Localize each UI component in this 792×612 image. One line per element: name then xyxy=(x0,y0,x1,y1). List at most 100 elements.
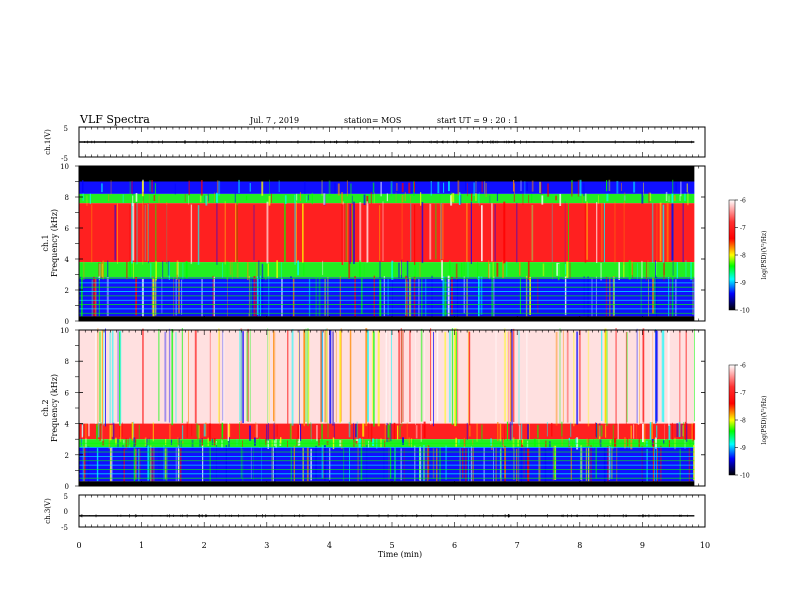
spectrogram-streak xyxy=(119,423,122,442)
spectrogram-streak xyxy=(478,192,480,206)
spectrogram-streak xyxy=(291,329,294,426)
spectrogram-streak xyxy=(609,277,611,317)
spectrogram-streak xyxy=(439,195,441,206)
spectrogram-streak xyxy=(373,331,375,427)
spectrogram-streak xyxy=(98,262,100,277)
spectrogram-streak xyxy=(94,279,96,318)
spectrogram-streak xyxy=(451,328,454,425)
spectrogram-streak xyxy=(97,422,100,438)
spectrogram-streak xyxy=(642,330,644,421)
spectrogram-streak xyxy=(581,194,583,204)
spectrogram-streak xyxy=(108,438,111,449)
spectrogram-streak xyxy=(413,181,415,196)
spectrogram-streak xyxy=(626,438,629,447)
spectrogram-streak xyxy=(568,203,569,261)
spectrogram-streak xyxy=(469,425,471,437)
ch1-waveform-trace xyxy=(79,140,695,144)
spectrogram-streak xyxy=(491,276,494,317)
spectrogram-streak xyxy=(586,438,589,446)
spectrogram-streak xyxy=(168,261,170,280)
spectrogram-streak xyxy=(495,330,497,423)
spectrogram-streak xyxy=(638,329,640,423)
spectrogram-streak xyxy=(209,423,211,442)
spectrogram-streak xyxy=(310,448,312,481)
spectrogram-streak xyxy=(389,423,392,442)
spectrogram-streak xyxy=(618,262,620,280)
spectrogram-streak xyxy=(388,447,390,481)
spectrogram-streak xyxy=(675,182,677,192)
spectrogram-streak xyxy=(584,203,587,264)
spectrogram-streak xyxy=(205,422,207,437)
spectrogram-band xyxy=(79,262,695,278)
spectrogram-streak xyxy=(481,424,483,441)
spectrogram-streak xyxy=(694,329,695,422)
spectrogram-streak xyxy=(255,278,257,318)
spectrogram-streak xyxy=(249,183,251,192)
spectrogram-streak xyxy=(181,279,183,315)
spectrogram-streak xyxy=(624,192,626,205)
spectrogram-streak xyxy=(596,423,598,440)
spectrogram-streak xyxy=(387,279,389,316)
spectrogram-streak xyxy=(692,278,694,316)
spectrogram-streak xyxy=(437,181,440,194)
spectrogram-streak xyxy=(129,204,131,264)
spectrogram-streak xyxy=(250,446,252,479)
spectrogram-streak xyxy=(182,441,184,445)
spectrogram-streak xyxy=(606,193,609,202)
spectrogram-streak xyxy=(511,422,513,441)
spectrogram-streak xyxy=(135,193,138,202)
spectrogram-streak xyxy=(531,193,533,203)
spectrogram-streak xyxy=(644,438,646,445)
spectrogram-streak xyxy=(298,331,300,425)
spectrogram-streak xyxy=(681,424,683,437)
spectrogram-streak xyxy=(655,260,656,279)
spectrogram-streak xyxy=(651,203,654,263)
spectrogram-streak xyxy=(225,445,227,484)
spectrogram-streak xyxy=(493,447,494,482)
spectrogram-streak xyxy=(268,276,270,317)
spectrogram-streak xyxy=(123,448,125,483)
spectrogram-streak xyxy=(397,425,399,440)
spectrogram-streak xyxy=(91,279,93,318)
spectrogram-streak xyxy=(105,328,106,427)
spectrogram-streak xyxy=(566,261,569,278)
spectrogram-streak xyxy=(402,329,404,422)
spectrogram-streak xyxy=(366,195,369,206)
spectrogram-streak xyxy=(679,195,681,201)
spectrogram-streak xyxy=(519,262,521,276)
spectrogram-streak xyxy=(441,260,443,281)
spectrogram-streak xyxy=(420,192,422,206)
spectrogram-streak xyxy=(390,183,392,197)
spectrogram-streak xyxy=(595,276,597,319)
spectrogram-streak xyxy=(617,422,619,440)
spectrogram-streak xyxy=(308,278,311,319)
spectrogram-streak xyxy=(614,201,616,264)
spectrogram-streak xyxy=(570,422,572,437)
spectrogram-streak xyxy=(291,423,292,440)
spectrogram-streak xyxy=(545,440,547,449)
spectrogram-streak xyxy=(527,424,529,440)
spectrogram-streak xyxy=(386,193,388,202)
spectrogram-streak xyxy=(274,331,276,425)
spectrogram-streak xyxy=(321,180,323,196)
spectrogram-streak xyxy=(271,193,272,203)
spectrogram-streak xyxy=(177,445,180,482)
spectrogram-streak xyxy=(414,262,417,281)
spectrogram-streak xyxy=(165,447,167,485)
spectrogram-streak xyxy=(290,448,292,484)
spectrogram-streak xyxy=(559,193,562,206)
spectrogram-streak xyxy=(598,195,599,205)
spectrogram-streak xyxy=(419,446,421,481)
spectrogram-streak xyxy=(601,203,603,261)
spectrogram-streak xyxy=(466,278,468,319)
spectrogram-streak xyxy=(240,330,242,421)
spectrogram-streak xyxy=(218,329,220,425)
spectrogram-streak xyxy=(102,329,103,424)
spectrogram-streak xyxy=(555,331,558,426)
spectrogram-streak xyxy=(564,201,566,265)
spectrogram-streak xyxy=(542,263,545,277)
spectrogram-streak xyxy=(276,260,278,279)
spectrogram-streak xyxy=(436,329,439,422)
spectrogram-streak xyxy=(130,438,132,447)
spectrogram-streak xyxy=(380,181,382,197)
